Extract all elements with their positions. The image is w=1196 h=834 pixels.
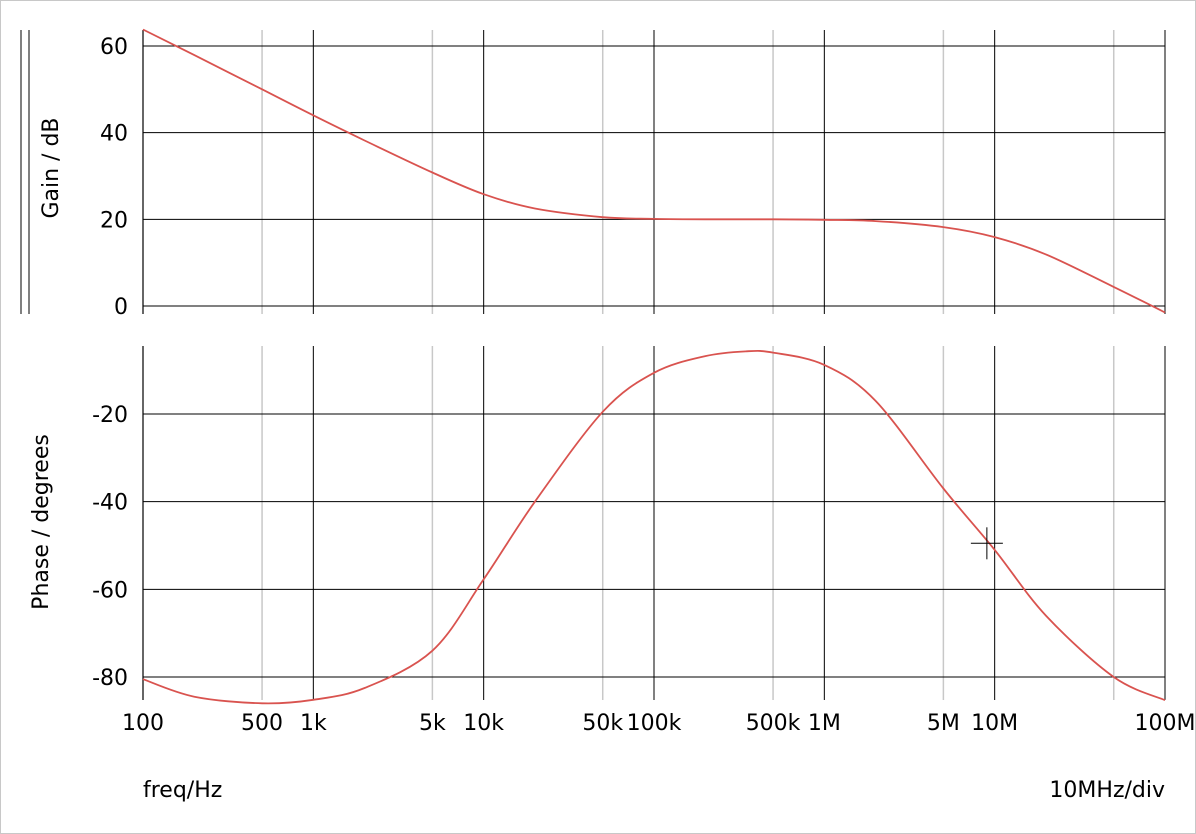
y-tick-label: 20 [100,208,128,233]
y-tick-label: -40 [92,491,128,516]
x-axis-title: freq/Hz [143,778,222,803]
y-tick-label: -80 [92,666,128,691]
x-tick-label: 50k [582,711,623,736]
x-scale-note: 10MHz/div [1049,778,1165,803]
x-tick-label: 100k [627,711,682,736]
x-tick-label: 5k [419,711,446,736]
y-tick-label: -20 [92,403,128,428]
x-tick-label: 10M [971,711,1018,736]
x-tick-label: 10k [463,711,504,736]
x-tick-label: 1k [300,711,327,736]
gain-curve [142,28,1166,314]
x-tick-label: 100 [122,711,164,736]
x-tick-label: 100M [1135,711,1196,736]
x-tick-label: 500 [241,711,283,736]
y-tick-label: 60 [100,35,128,60]
y-axis-title: Phase / degrees [29,434,54,610]
x-tick-label: 500k [746,711,801,736]
y-tick-label: 0 [114,295,128,320]
phase-curve [142,349,1166,705]
x-tick-label: 5M [927,711,960,736]
y-tick-label: -60 [92,578,128,603]
y-axis-title: Gain / dB [39,117,64,218]
x-tick-label: 1M [808,711,841,736]
y-tick-label: 40 [100,122,128,147]
